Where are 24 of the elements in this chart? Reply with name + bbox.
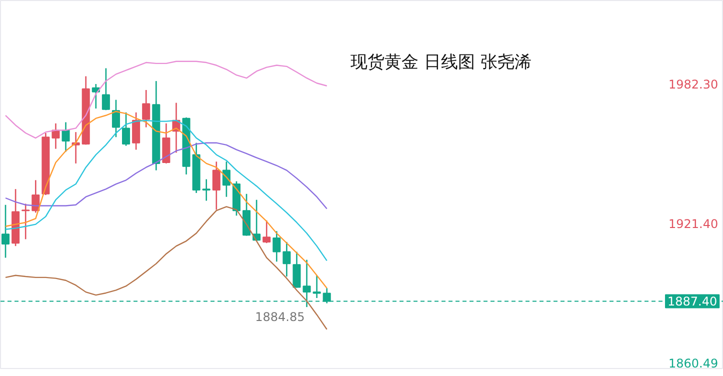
annotation: 1884.85 (255, 310, 305, 324)
y-tick-label: 1921.40 (668, 216, 718, 231)
candlestick (22, 203, 30, 240)
candlestick (292, 251, 301, 288)
candlestick (302, 259, 311, 308)
candlestick (122, 112, 130, 146)
line-series (4, 110, 328, 289)
candlestick (282, 241, 291, 278)
candlestick (62, 122, 70, 152)
candlestick (132, 112, 140, 150)
y-tick-label: 1982.30 (668, 78, 718, 92)
candlestick (262, 220, 271, 244)
y-tick-label: 1860.49 (668, 356, 718, 370)
candlestick (142, 89, 150, 128)
candlestick (112, 99, 120, 138)
candlestick (312, 274, 321, 299)
ref-line-label: 1887.40 (668, 294, 718, 309)
candlestick (212, 160, 220, 210)
candlestick (272, 230, 281, 262)
candlestick (202, 178, 210, 202)
candlestick (2, 204, 10, 258)
text: 现货黄金 日线图 张尧浠 (350, 52, 532, 72)
line-series (4, 206, 328, 330)
candlestick (102, 68, 110, 111)
